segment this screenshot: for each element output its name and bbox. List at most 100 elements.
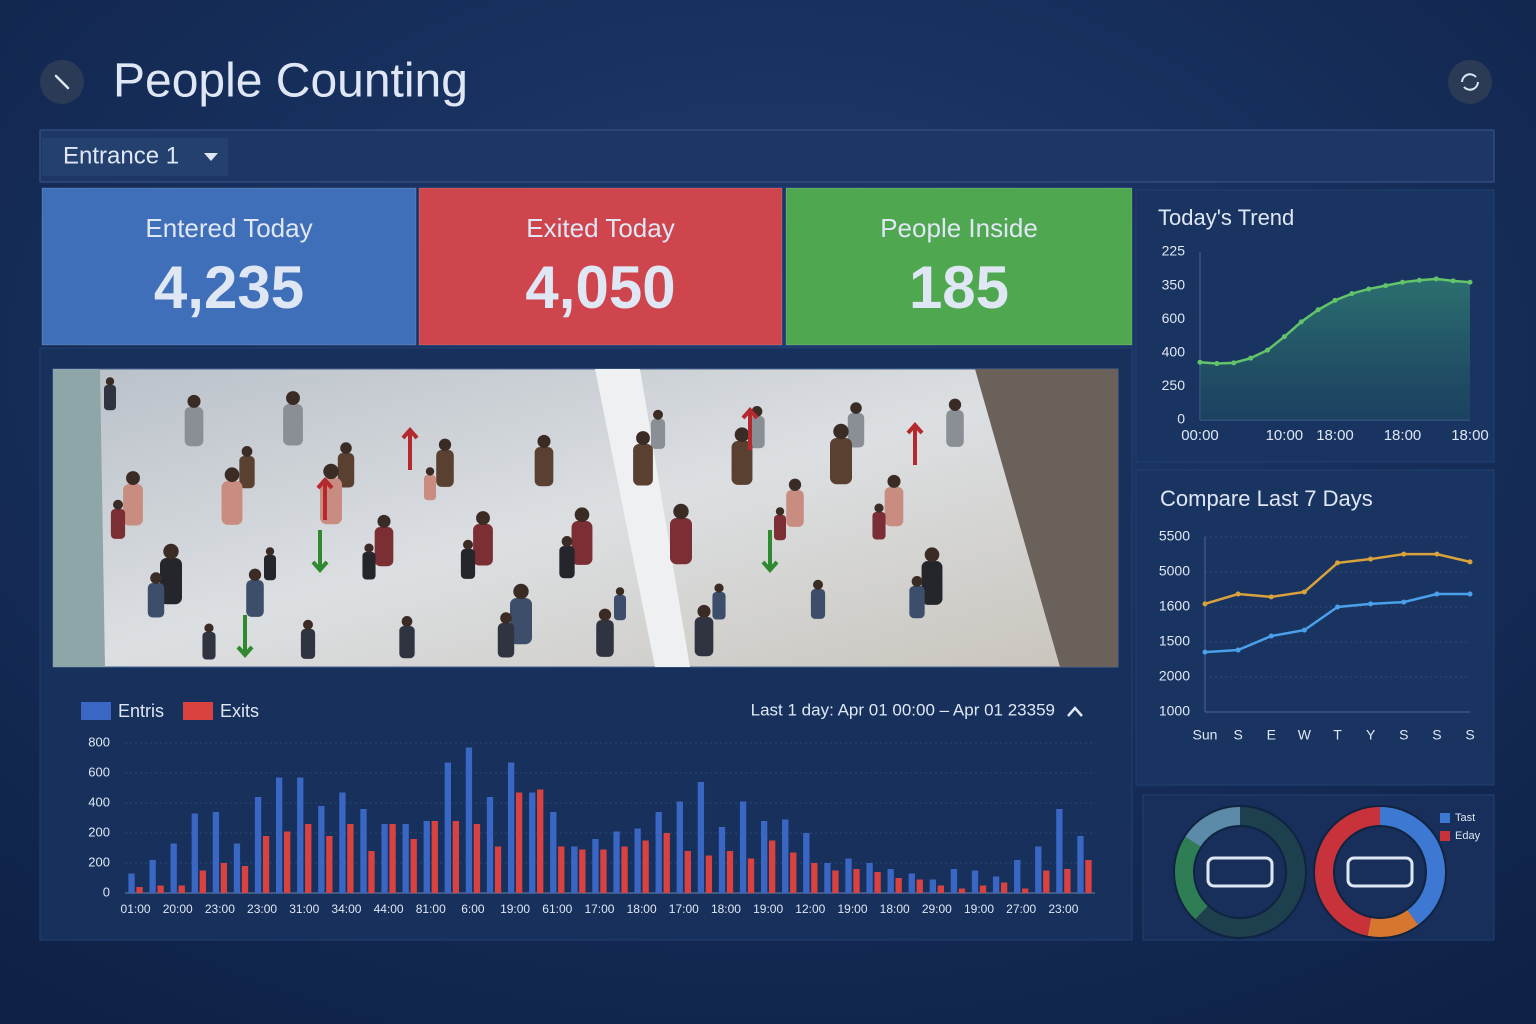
bar: [950, 869, 958, 893]
line-point: [1268, 633, 1274, 639]
line-point: [1214, 361, 1220, 367]
bar: [571, 846, 578, 893]
bar: [1022, 888, 1029, 893]
bar: [803, 833, 810, 893]
person-figure: [872, 512, 886, 540]
escalator-rail: [595, 369, 690, 667]
line-point: [1400, 279, 1405, 285]
y-tick-label: 1600: [1159, 598, 1190, 614]
bar: [465, 747, 473, 893]
x-tick-label: 6:00: [461, 902, 485, 916]
bar: [768, 840, 776, 893]
person-figure: [337, 453, 355, 488]
date-range: Last 1 day: Apr 01 00:00 – Apr 01 23359: [751, 700, 1055, 719]
bar: [507, 762, 515, 893]
device-icon: [1206, 856, 1274, 888]
y-tick-label: 0: [1177, 411, 1185, 427]
bar: [718, 827, 726, 893]
x-tick-label: 18:00: [1316, 427, 1354, 444]
bar: [726, 851, 734, 893]
kpi-card: [418, 187, 783, 346]
person-head: [561, 536, 573, 547]
y-tick-label: 5500: [1159, 528, 1190, 544]
bar: [592, 839, 599, 893]
bar: [326, 836, 333, 893]
bar: [550, 812, 557, 893]
device-icon: [1346, 856, 1414, 888]
back-button[interactable]: [40, 60, 84, 104]
legend-swatch: [1440, 813, 1450, 823]
person-figure: [712, 592, 726, 620]
x-tick-label: 23:00: [1048, 902, 1078, 916]
bar: [1035, 846, 1042, 893]
person-figure: [374, 527, 394, 567]
x-tick-label: 00:00: [1181, 427, 1219, 444]
dropdown-arrow[interactable]: [204, 153, 218, 161]
person-head: [653, 409, 663, 420]
back-icon[interactable]: [54, 74, 70, 90]
bar: [410, 839, 417, 893]
legend-swatch: [183, 702, 213, 720]
kpi-row: Entered Today 4,235 Exited Today 4,050 Peopl…: [41, 187, 1133, 346]
dropdown-box[interactable]: [42, 138, 228, 176]
donut-segment: [1175, 807, 1305, 937]
x-tick-label: S: [1233, 727, 1242, 743]
person-head: [598, 608, 612, 621]
y-tick-label: 0: [103, 884, 110, 899]
person-figure: [830, 438, 852, 485]
bar: [212, 812, 220, 893]
kpi-card: [41, 187, 417, 346]
line-point: [1467, 279, 1473, 285]
storefront: [975, 369, 1118, 667]
bar: [515, 792, 523, 893]
person-head: [286, 391, 300, 405]
x-tick-label: S: [1399, 727, 1408, 743]
motion-arrow: [236, 615, 254, 659]
person-figure: [786, 490, 804, 527]
line-point: [1368, 556, 1374, 562]
x-tick-label: Y: [1366, 727, 1376, 743]
line-point: [1298, 319, 1304, 325]
bar: [1085, 860, 1092, 893]
person-figure: [847, 413, 865, 448]
bar: [760, 821, 768, 893]
x-tick-label: 12:00: [795, 902, 825, 916]
bar: [128, 873, 135, 893]
bar: [389, 824, 396, 893]
bar: [895, 878, 902, 893]
person-head: [911, 576, 923, 587]
motion-arrow: [311, 530, 329, 574]
refresh-button-circle[interactable]: [1448, 60, 1492, 104]
y-tick-label: 2000: [1159, 668, 1190, 684]
bar: [199, 870, 206, 893]
person-figure: [473, 524, 493, 566]
person-head: [105, 377, 115, 386]
person-head: [500, 612, 512, 624]
person-head: [265, 547, 275, 556]
person-figure: [283, 404, 303, 446]
y-tick-label: 200: [88, 854, 110, 869]
person-figure: [110, 509, 126, 539]
line-point: [1467, 559, 1473, 565]
entrance-dropdown[interactable]: Entrance 1: [42, 138, 228, 176]
person-figure: [731, 441, 753, 485]
kpi-value: 4,235: [154, 254, 304, 321]
x-tick-label: 81:00: [416, 902, 446, 916]
bar: [697, 782, 705, 893]
bar: [1043, 870, 1050, 893]
person-figure: [239, 456, 255, 489]
bar: [262, 836, 270, 893]
dropdown-label[interactable]: Entrance 1: [63, 142, 179, 169]
line-point: [1248, 355, 1254, 361]
y-tick-label: 400: [1162, 344, 1186, 360]
bar: [170, 843, 177, 893]
refresh-icon[interactable]: [1461, 73, 1479, 91]
x-tick-label: 19:00: [964, 902, 994, 916]
y-tick-label: 225: [1162, 243, 1186, 259]
person-head: [463, 539, 473, 550]
bar: [874, 872, 881, 893]
kpi-card: [785, 187, 1133, 346]
refresh-button[interactable]: [1448, 60, 1492, 104]
line-point: [1416, 277, 1422, 283]
bar: [676, 801, 683, 893]
